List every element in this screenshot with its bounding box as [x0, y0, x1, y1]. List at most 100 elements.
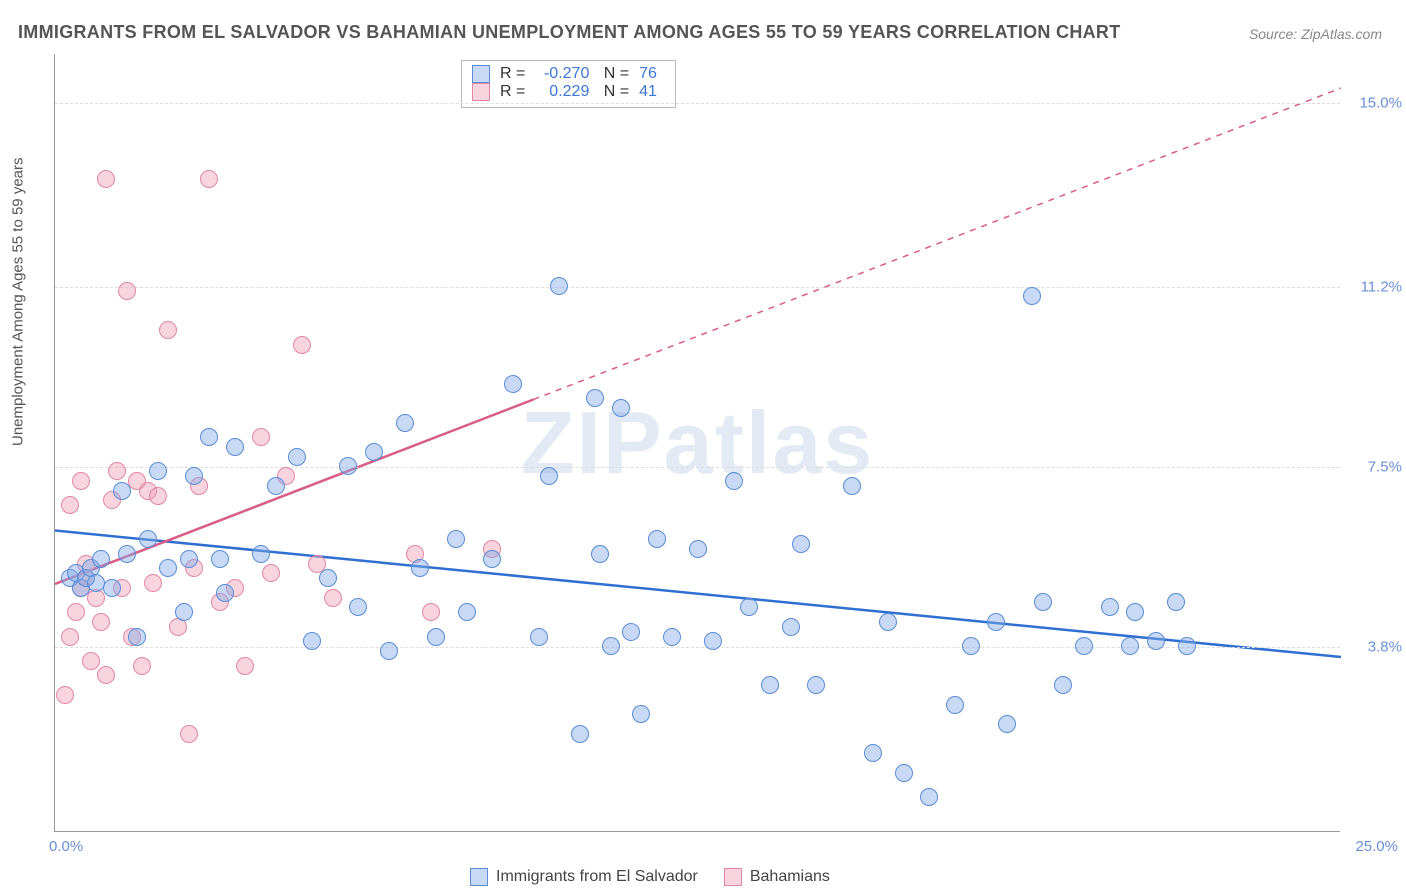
data-point [118, 282, 136, 300]
data-point [807, 676, 825, 694]
data-point [1126, 603, 1144, 621]
data-point [262, 564, 280, 582]
data-point [704, 632, 722, 650]
r-label: R = [500, 83, 525, 101]
data-point [365, 443, 383, 461]
data-point [504, 375, 522, 393]
data-point [200, 428, 218, 446]
data-point [267, 477, 285, 495]
stats-row-series2: R = 0.229 N = 41 [472, 83, 665, 101]
n-value-series2: 41 [639, 83, 665, 101]
data-point [149, 487, 167, 505]
data-point [293, 336, 311, 354]
data-point [396, 414, 414, 432]
data-point [864, 744, 882, 762]
data-point [92, 550, 110, 568]
data-point [159, 321, 177, 339]
data-point [159, 559, 177, 577]
data-point [72, 472, 90, 490]
data-point [987, 613, 1005, 631]
stats-legend-box: R = -0.270 N = 76 R = 0.229 N = 41 [461, 60, 676, 108]
swatch-series1 [472, 65, 490, 83]
data-point [103, 579, 121, 597]
data-point [118, 545, 136, 563]
data-point [216, 584, 234, 602]
data-point [632, 705, 650, 723]
y-tick-label: 7.5% [1368, 459, 1402, 476]
data-point [530, 628, 548, 646]
data-point [226, 438, 244, 456]
data-point [82, 652, 100, 670]
gridline [55, 103, 1340, 104]
data-point [236, 657, 254, 675]
data-point [591, 545, 609, 563]
y-axis-label: Unemployment Among Ages 55 to 59 years [10, 157, 27, 446]
swatch-series1 [470, 868, 488, 886]
data-point [108, 462, 126, 480]
data-point [252, 545, 270, 563]
data-point [427, 628, 445, 646]
data-point [1023, 287, 1041, 305]
data-point [663, 628, 681, 646]
data-point [725, 472, 743, 490]
r-label: R = [500, 65, 525, 83]
data-point [689, 540, 707, 558]
data-point [540, 467, 558, 485]
data-point [483, 550, 501, 568]
r-value-series2: 0.229 [535, 83, 589, 101]
n-label: N = [599, 65, 629, 83]
data-point [185, 467, 203, 485]
y-tick-label: 11.2% [1361, 279, 1402, 296]
data-point [622, 623, 640, 641]
data-point [180, 550, 198, 568]
data-point [586, 389, 604, 407]
legend-item-series1: Immigrants from El Salvador [470, 868, 698, 886]
trend-line-dashed [533, 88, 1341, 399]
data-point [761, 676, 779, 694]
y-tick-label: 15.0% [1359, 94, 1402, 111]
data-point [56, 686, 74, 704]
source-label: Source: ZipAtlas.com [1249, 26, 1382, 42]
data-point [1147, 632, 1165, 650]
data-point [946, 696, 964, 714]
data-point [380, 642, 398, 660]
data-point [879, 613, 897, 631]
plot-area: ZIPatlas R = -0.270 N = 76 R = 0.229 N =… [54, 54, 1340, 832]
swatch-series2 [472, 83, 490, 101]
data-point [1054, 676, 1072, 694]
data-point [648, 530, 666, 548]
gridline [55, 287, 1340, 288]
x-tick-max: 25.0% [1355, 838, 1398, 855]
data-point [550, 277, 568, 295]
data-point [180, 725, 198, 743]
data-point [1121, 637, 1139, 655]
data-point [252, 428, 270, 446]
data-point [97, 170, 115, 188]
data-point [61, 628, 79, 646]
data-point [1034, 593, 1052, 611]
data-point [175, 603, 193, 621]
x-tick-min: 0.0% [49, 838, 83, 855]
gridline [55, 647, 1340, 648]
data-point [998, 715, 1016, 733]
data-point [133, 657, 151, 675]
data-point [571, 725, 589, 743]
data-point [792, 535, 810, 553]
y-tick-label: 3.8% [1368, 639, 1402, 656]
data-point [324, 589, 342, 607]
legend-item-series2: Bahamians [724, 868, 830, 886]
data-point [962, 637, 980, 655]
data-point [1178, 637, 1196, 655]
data-point [288, 448, 306, 466]
data-point [740, 598, 758, 616]
stats-row-series1: R = -0.270 N = 76 [472, 65, 665, 83]
chart-title: IMMIGRANTS FROM EL SALVADOR VS BAHAMIAN … [18, 22, 1121, 43]
data-point [602, 637, 620, 655]
trend-lines-svg [55, 54, 1341, 832]
data-point [1075, 637, 1093, 655]
data-point [92, 613, 110, 631]
n-value-series1: 76 [639, 65, 665, 83]
data-point [920, 788, 938, 806]
data-point [200, 170, 218, 188]
data-point [411, 559, 429, 577]
